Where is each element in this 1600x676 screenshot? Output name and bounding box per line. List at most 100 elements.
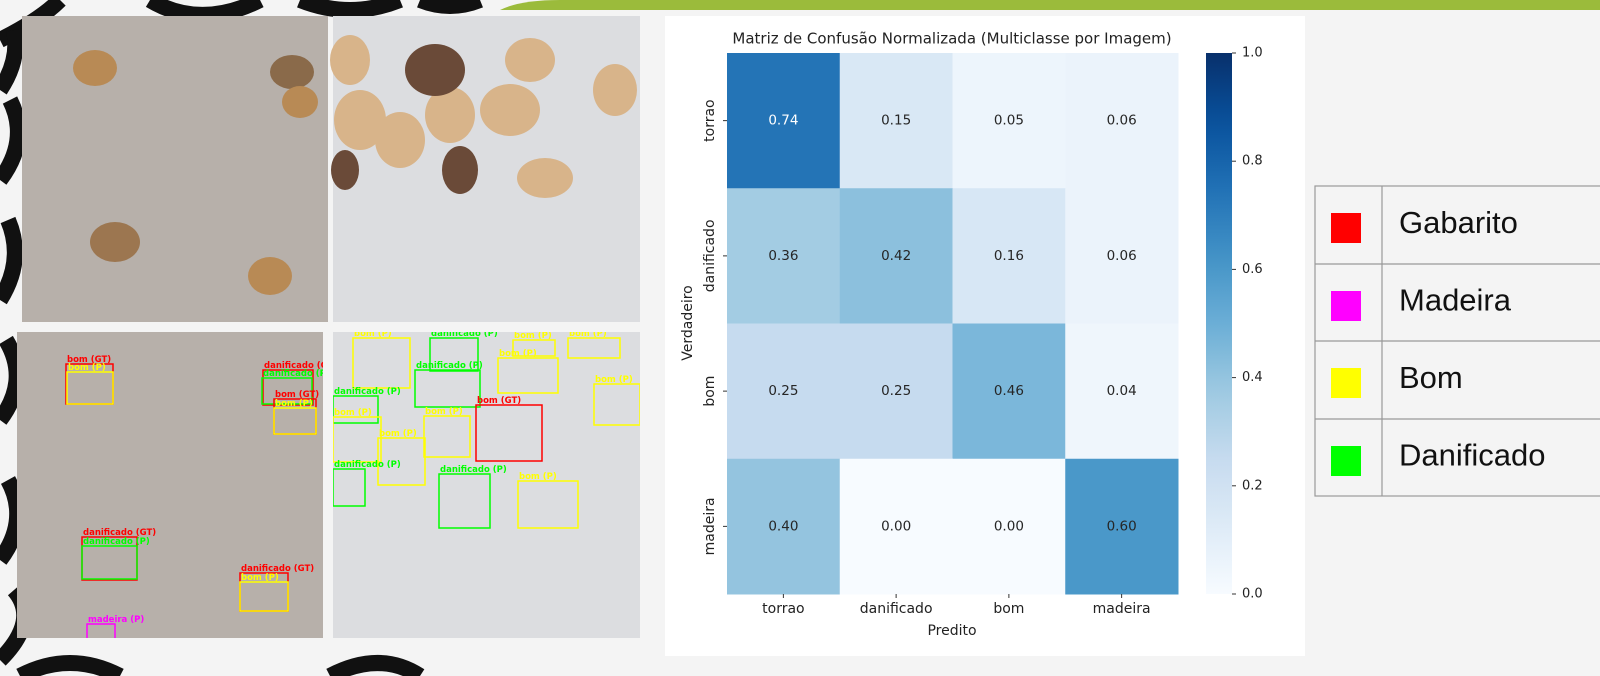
detection-box (377, 437, 426, 486)
cell-label: 0.42 (881, 248, 911, 264)
legend-swatch (1331, 446, 1361, 476)
detection-label: danificado (GT) (83, 528, 156, 538)
detection-box (333, 395, 379, 424)
detection-box (352, 337, 411, 389)
photo (17, 332, 323, 638)
colorbar-tick-label: 0.2 (1242, 478, 1263, 493)
bean (282, 86, 318, 118)
detection-box (497, 357, 559, 394)
legend-label: Madeira (1399, 283, 1512, 318)
detection-label: danificado (P) (334, 387, 401, 397)
detection-box (273, 407, 317, 435)
cell (727, 458, 841, 595)
detection-label: bom (GT) (67, 355, 111, 365)
y-axis-label: Verdadeiro (680, 285, 696, 360)
detection-label: bom (P) (499, 349, 537, 359)
detection-box (81, 545, 138, 580)
cell-label: 0.46 (994, 383, 1024, 399)
detection-label: danificado (P) (263, 369, 330, 379)
cell (839, 323, 953, 460)
detection-label: danificado (GT) (241, 564, 314, 574)
cell-label: 0.15 (881, 113, 911, 129)
detection-label: bom (P) (425, 407, 463, 417)
cell (1065, 188, 1179, 324)
x-tick-label: bom (993, 601, 1024, 617)
y-tick-label: bom (702, 376, 718, 407)
detections: bom (P) danificado (P) bom (P) bom (P)bom (… (333, 329, 640, 529)
cell-label: 0.04 (1107, 383, 1137, 399)
cell-label: 0.16 (994, 248, 1024, 264)
detection-box (423, 415, 471, 458)
colorbar-tick-label: 1.0 (1242, 46, 1263, 61)
cell-label: 0.06 (1107, 248, 1137, 264)
detection-box (86, 623, 116, 638)
detection-label: bom (P) (334, 408, 372, 418)
legend-label: Danificado (1399, 438, 1545, 473)
cell-label: 0.60 (1107, 518, 1137, 534)
cell (727, 188, 841, 324)
detection-label: bom (P) (519, 472, 557, 482)
legend-label: Gabarito (1399, 205, 1518, 240)
detection-label: bom (P) (379, 429, 417, 439)
zebra-pattern (0, 0, 483, 676)
photo (333, 16, 640, 322)
cell-label: 0.36 (768, 248, 798, 264)
detection-label: danificado (P) (83, 537, 150, 547)
bean (90, 222, 140, 262)
detection-label: bom (GT) (477, 396, 521, 406)
colorbar-tick-label: 0.8 (1242, 154, 1263, 169)
detection-box (414, 369, 481, 408)
detection-box (593, 383, 640, 426)
cell-label: 0.00 (881, 518, 911, 534)
bean (248, 257, 292, 295)
legend-table: Gabarito Madeira Bom Danificado (1314, 185, 1600, 497)
detection-box (512, 339, 556, 357)
top-bar (500, 0, 1600, 10)
detection-box (438, 473, 491, 529)
cell-label: 0.05 (994, 113, 1024, 129)
detection-box (429, 337, 479, 372)
cell (1065, 458, 1179, 595)
cell-label: 0.74 (768, 113, 798, 129)
bean (270, 55, 314, 89)
x-tick-label: madeira (1093, 601, 1151, 617)
detection-box (261, 377, 313, 405)
y-tick-label: danificado (702, 219, 718, 292)
cell (1065, 53, 1179, 189)
photos: bom (GT)bom (P) danificado (GT)danificado… (17, 16, 640, 638)
x-axis-label: Predito (927, 623, 976, 639)
cell (839, 53, 953, 189)
detection-box (239, 581, 289, 612)
detection-label: danificado (P) (431, 329, 498, 339)
dark-beans (331, 44, 478, 194)
detection-label: bom (P) (595, 375, 633, 385)
colorbar (1206, 53, 1232, 594)
colorbar-tick-label: 0.4 (1242, 370, 1263, 385)
cell (952, 458, 1066, 595)
colorbar-tick-label: 0.6 (1242, 262, 1263, 277)
bean (73, 50, 117, 86)
cell (839, 188, 953, 324)
legend-swatch (1331, 291, 1361, 321)
cell (952, 323, 1066, 460)
detection-label: bom (P) (514, 331, 552, 341)
cell-label: 0.40 (768, 518, 798, 534)
y-tick-label: torrao (702, 99, 718, 141)
cell (952, 53, 1066, 189)
cell (839, 458, 953, 595)
heatmap-panel: Matriz de Confusão Normalizada (Multicla… (665, 16, 1305, 656)
legend-label: Bom (1399, 360, 1463, 395)
x-tick-label: danificado (860, 601, 933, 617)
detection-label: danificado (P) (416, 361, 483, 371)
colorbar-tick-label: 0.0 (1242, 587, 1263, 602)
cell-label: 0.00 (994, 518, 1024, 534)
cell (727, 53, 841, 189)
detection-box (475, 404, 543, 462)
x-tick-label: torrao (762, 601, 804, 617)
detection-label: bom (P) (354, 329, 392, 339)
detection-box (517, 480, 579, 529)
cell (952, 188, 1066, 324)
detection-label: bom (GT) (275, 390, 319, 400)
